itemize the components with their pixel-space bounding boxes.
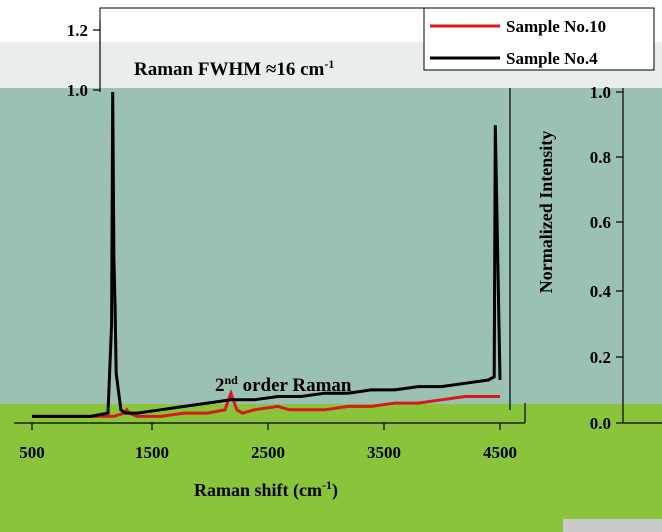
y-tick-label-left-1-0: 1.0 [67, 81, 88, 100]
x-axis-title-unit: cm [299, 480, 322, 500]
x-axis-title: Raman shift (cm-1) [194, 478, 338, 501]
x-tick-label-2500: 2500 [251, 443, 285, 462]
x-tick-label-3500: 3500 [367, 443, 401, 462]
legend-label-sample-no4: Sample No.4 [506, 49, 598, 68]
y-tick-label-right-1-0: 1.0 [590, 83, 611, 102]
band-green [0, 404, 662, 532]
x-axis-title-unit-exponent: -1 [322, 478, 332, 492]
legend-label-sample-no10: Sample No.10 [506, 17, 606, 36]
x-axis-title-text: Raman shift [194, 480, 289, 500]
y-tick-label-left-1-2: 1.2 [67, 21, 88, 40]
second-order-annotation: 2nd order Raman [215, 373, 352, 396]
fwhm-annotation-text: Raman FWHM ≈16 cm [134, 59, 325, 80]
fwhm-annotation: Raman FWHM ≈16 cm-1 [134, 57, 334, 80]
x-tick-marks [31, 423, 501, 430]
y-tick-label-right-0-6: 0.6 [590, 213, 611, 232]
y-tick-marks-right [616, 91, 623, 424]
y-tick-label-right-0-4: 0.4 [590, 282, 612, 301]
legend-box [423, 7, 655, 71]
second-order-sup: nd [225, 373, 239, 387]
y-axis-title: Normalized Intensity [536, 131, 556, 293]
series-line-sample-no4 [32, 91, 502, 418]
y-tick-marks-left [93, 29, 100, 91]
corner-patch [563, 519, 662, 532]
fwhm-annotation-exponent: -1 [324, 57, 334, 71]
x-tick-label-4500: 4500 [483, 443, 517, 462]
x-tick-label-1500: 1500 [135, 443, 169, 462]
x-tick-label-500: 500 [19, 443, 45, 462]
upper-plot-frame [99, 7, 471, 47]
second-order-rest: order Raman [238, 375, 352, 396]
legend: Sample No.10 Sample No.4 [423, 7, 655, 71]
y-tick-label-right-0-2: 0.2 [590, 348, 611, 367]
band-sage [0, 88, 662, 406]
y-tick-label-right-0-8: 0.8 [590, 148, 611, 167]
axis-frame [14, 20, 662, 424]
y-tick-label-right-0-0: 0.0 [590, 414, 611, 433]
second-order-base: 2 [215, 375, 225, 396]
